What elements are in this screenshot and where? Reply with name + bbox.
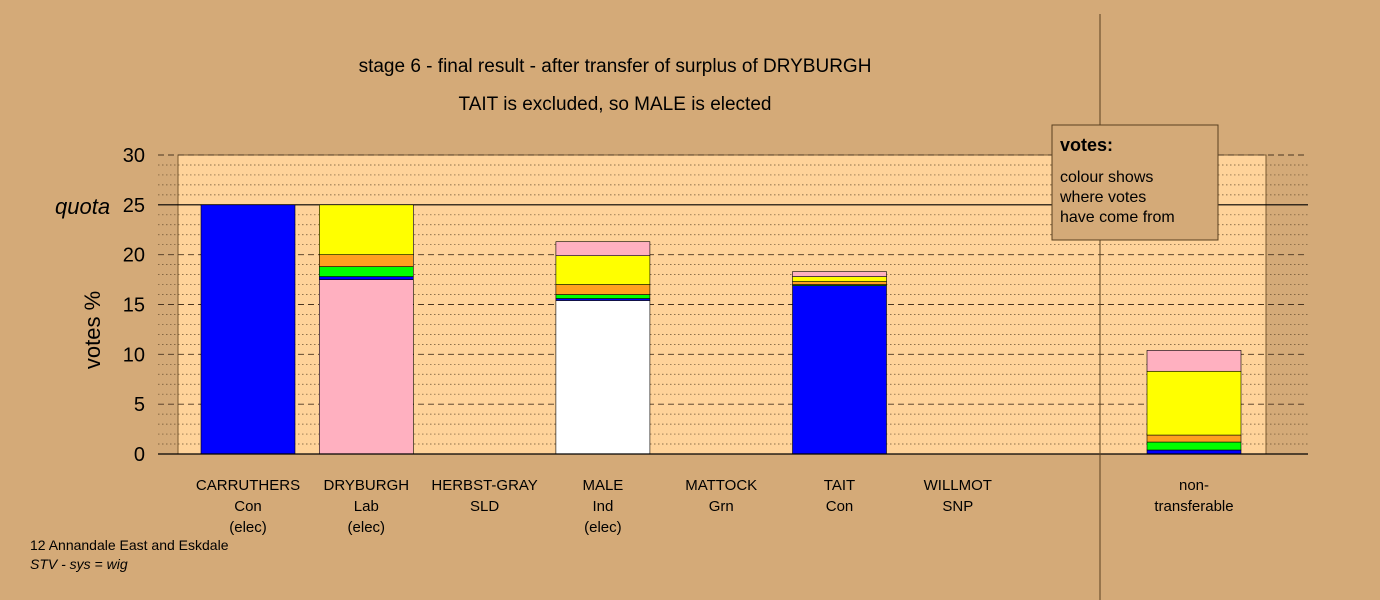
category-label: HERBST-GRAY <box>431 477 537 494</box>
bar-segment <box>1146 350 1242 372</box>
bar-segment <box>792 281 887 285</box>
chart-subtitle: TAIT is excluded, so MALE is elected <box>459 94 772 115</box>
category-label: WILLMOT <box>924 477 992 494</box>
bar-segment <box>200 204 296 455</box>
bar-segment <box>792 285 887 455</box>
category-label: TAIT <box>824 477 855 494</box>
footer-system: STV - sys = wig <box>30 556 128 572</box>
legend-line-2: where votes <box>1059 189 1146 206</box>
quota-label: quota <box>55 194 110 219</box>
category-label: SNP <box>942 498 973 515</box>
y-tick-label: 20 <box>123 245 145 267</box>
bar-segment <box>318 254 414 267</box>
y-axis-label: votes % <box>80 291 105 369</box>
bar-segment <box>555 294 651 299</box>
y-tick-label: 30 <box>123 145 145 167</box>
legend-line-3: have come from <box>1060 209 1175 226</box>
legend-box <box>1051 124 1219 241</box>
y-tick-label: 5 <box>134 394 145 416</box>
bar-segment <box>555 284 651 295</box>
bar-segment <box>792 276 887 282</box>
bar-segment <box>1146 441 1242 451</box>
legend-line-1: colour shows <box>1060 169 1153 186</box>
y-tick-label: 25 <box>123 195 145 217</box>
category-label: non- <box>1179 477 1209 494</box>
legend: votes: colour shows where votes have com… <box>1051 124 1219 241</box>
bar-segment <box>555 300 651 455</box>
bar-segment <box>555 255 651 285</box>
category-label: DRYBURGH <box>324 477 410 494</box>
y-tick-label: 10 <box>123 344 145 366</box>
category-label: CARRUTHERS <box>196 477 300 494</box>
category-label: (elec) <box>584 519 622 536</box>
bar-segment <box>318 279 414 455</box>
y-tick-label: 15 <box>123 295 145 317</box>
bar-segment <box>318 266 414 277</box>
category-label: transferable <box>1154 498 1233 515</box>
footer-ward: 12 Annandale East and Eskdale <box>30 537 229 553</box>
bars <box>200 204 1242 455</box>
bar-segment <box>1146 434 1242 443</box>
category-label: MALE <box>582 477 623 494</box>
bar-segment <box>792 271 887 277</box>
category-label: Con <box>826 498 854 515</box>
category-label: SLD <box>470 498 499 515</box>
chart-title: stage 6 - final result - after transfer … <box>359 56 872 77</box>
category-label: Ind <box>592 498 613 515</box>
category-label: Lab <box>354 498 379 515</box>
bar-segment <box>318 204 414 255</box>
bar-segment <box>318 276 414 280</box>
y-axis: 0 5 10 15 20 25 30 <box>123 145 1308 466</box>
category-label: (elec) <box>229 519 267 536</box>
category-label: Grn <box>709 498 734 515</box>
bar-segment <box>1146 370 1242 436</box>
y-tick-label: 0 <box>134 444 145 466</box>
category-label: MATTOCK <box>685 477 757 494</box>
legend-title: votes: <box>1060 135 1113 155</box>
category-label: Con <box>234 498 262 515</box>
category-label: (elec) <box>348 519 386 536</box>
bar-segment <box>555 241 651 256</box>
category-labels: CARRUTHERS Con (elec) DRYBURGH Lab (elec) HERB… <box>196 477 1234 536</box>
